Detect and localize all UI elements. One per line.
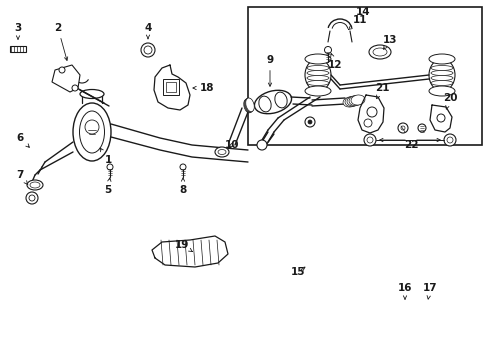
Ellipse shape <box>79 111 104 153</box>
Circle shape <box>401 126 405 130</box>
Ellipse shape <box>429 59 455 91</box>
Text: 9: 9 <box>267 55 273 86</box>
Circle shape <box>305 117 315 127</box>
Text: 19: 19 <box>175 240 192 252</box>
Ellipse shape <box>305 54 331 64</box>
Circle shape <box>141 43 155 57</box>
Circle shape <box>444 134 456 146</box>
Ellipse shape <box>254 90 292 114</box>
Ellipse shape <box>259 96 271 112</box>
Ellipse shape <box>244 99 252 113</box>
Ellipse shape <box>275 92 287 108</box>
Text: 13: 13 <box>383 35 397 49</box>
Circle shape <box>59 67 65 73</box>
Circle shape <box>29 195 35 201</box>
Text: 22: 22 <box>404 140 418 150</box>
Ellipse shape <box>73 103 111 161</box>
Circle shape <box>437 114 445 122</box>
Circle shape <box>364 119 372 127</box>
Circle shape <box>180 164 186 170</box>
Circle shape <box>324 46 332 54</box>
Text: 15: 15 <box>291 267 305 277</box>
Bar <box>248 7 482 145</box>
Ellipse shape <box>429 54 455 64</box>
Ellipse shape <box>347 96 361 106</box>
Ellipse shape <box>244 99 253 113</box>
Ellipse shape <box>431 66 453 71</box>
Ellipse shape <box>215 147 229 157</box>
Ellipse shape <box>85 120 99 134</box>
Text: 3: 3 <box>14 23 22 39</box>
Text: 17: 17 <box>423 283 437 299</box>
Circle shape <box>367 137 373 143</box>
Text: 7: 7 <box>16 170 28 185</box>
Circle shape <box>418 124 426 132</box>
Circle shape <box>257 140 267 150</box>
Ellipse shape <box>307 66 329 71</box>
Ellipse shape <box>343 97 357 107</box>
Ellipse shape <box>431 76 453 81</box>
Ellipse shape <box>305 86 331 96</box>
Polygon shape <box>52 65 80 92</box>
Ellipse shape <box>373 48 387 56</box>
Ellipse shape <box>245 99 253 112</box>
Text: 10: 10 <box>225 140 239 150</box>
Text: 14: 14 <box>356 7 370 17</box>
Bar <box>163 79 179 95</box>
Ellipse shape <box>27 180 43 190</box>
Text: 16: 16 <box>398 283 412 299</box>
Bar <box>166 82 176 92</box>
Text: 18: 18 <box>193 83 214 93</box>
Ellipse shape <box>80 90 104 99</box>
Ellipse shape <box>245 98 254 112</box>
Circle shape <box>72 85 78 91</box>
Circle shape <box>398 123 408 133</box>
Ellipse shape <box>431 71 453 76</box>
Circle shape <box>144 46 152 54</box>
Circle shape <box>367 107 377 117</box>
Ellipse shape <box>369 45 391 59</box>
Text: 20: 20 <box>443 93 457 109</box>
Text: 12: 12 <box>328 54 342 70</box>
Ellipse shape <box>349 95 363 105</box>
Ellipse shape <box>429 86 455 96</box>
Circle shape <box>447 137 453 143</box>
Ellipse shape <box>305 59 331 91</box>
Text: 2: 2 <box>54 23 68 60</box>
Ellipse shape <box>351 95 365 105</box>
Ellipse shape <box>218 149 226 154</box>
Circle shape <box>107 164 113 170</box>
Text: 21: 21 <box>375 83 389 99</box>
Bar <box>10 46 26 52</box>
Ellipse shape <box>345 96 359 107</box>
Text: 6: 6 <box>16 133 29 147</box>
Text: 1: 1 <box>100 148 112 165</box>
Circle shape <box>364 134 376 146</box>
Ellipse shape <box>307 76 329 81</box>
Ellipse shape <box>431 81 453 86</box>
Ellipse shape <box>245 98 254 112</box>
Circle shape <box>308 120 312 124</box>
Circle shape <box>26 192 38 204</box>
Text: 4: 4 <box>145 23 152 39</box>
Text: 5: 5 <box>104 178 112 195</box>
Ellipse shape <box>30 182 40 188</box>
Ellipse shape <box>307 81 329 86</box>
Text: 8: 8 <box>179 178 187 195</box>
Ellipse shape <box>307 71 329 76</box>
Text: 11: 11 <box>348 15 367 30</box>
